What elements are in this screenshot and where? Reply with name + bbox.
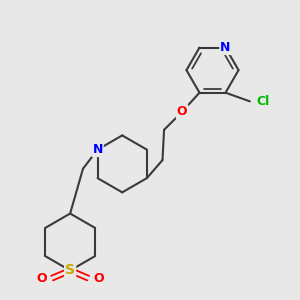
- Text: Cl: Cl: [256, 95, 269, 108]
- Text: N: N: [220, 41, 231, 54]
- Text: N: N: [92, 143, 103, 156]
- Text: O: O: [93, 272, 104, 285]
- Text: O: O: [36, 272, 47, 285]
- Text: O: O: [177, 105, 188, 118]
- Text: S: S: [65, 263, 75, 278]
